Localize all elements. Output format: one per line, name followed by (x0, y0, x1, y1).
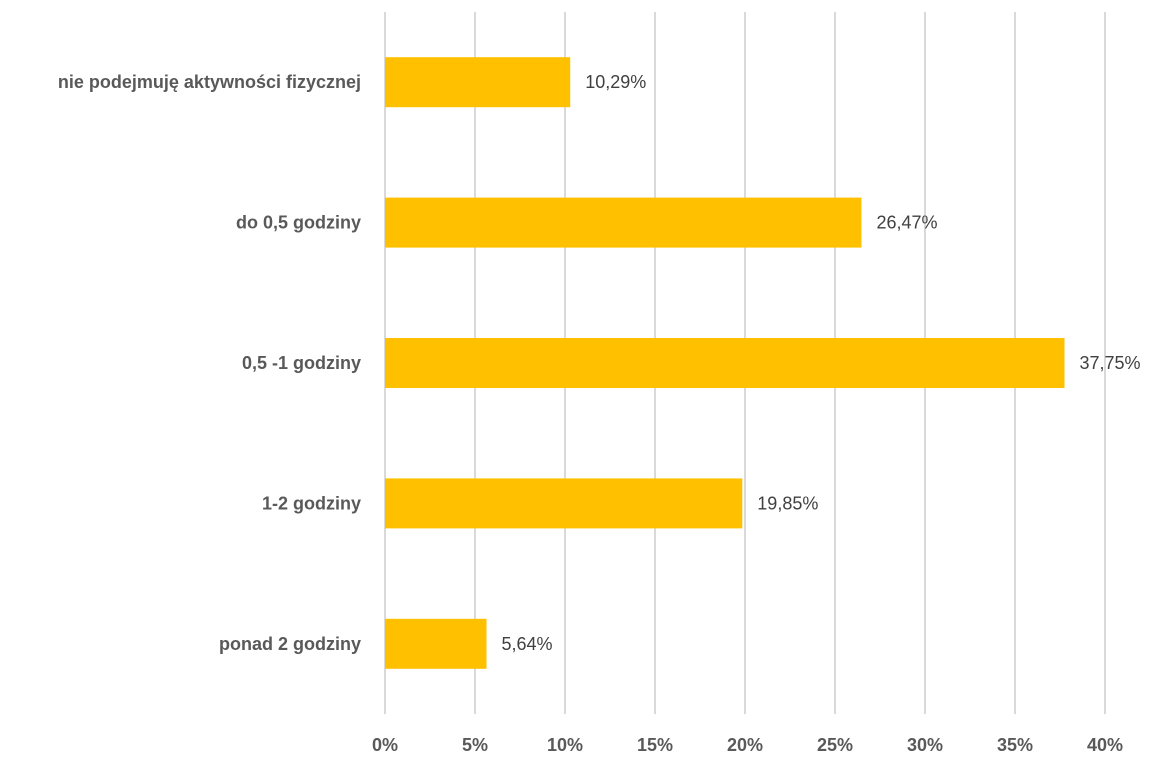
data-label: 5,64% (502, 634, 553, 654)
bar (385, 57, 571, 108)
data-label: 37,75% (1080, 353, 1141, 373)
x-tick-label: 40% (1087, 735, 1123, 755)
x-tick-label: 30% (907, 735, 943, 755)
x-tick-label: 10% (547, 735, 583, 755)
x-tick-label: 0% (372, 735, 398, 755)
bar (385, 338, 1065, 388)
x-tick-label: 35% (997, 735, 1033, 755)
x-tick-label: 25% (817, 735, 853, 755)
x-tick-label: 5% (462, 735, 488, 755)
bar (385, 478, 743, 529)
data-label: 10,29% (585, 72, 646, 92)
x-tick-label: 20% (727, 735, 763, 755)
category-label: nie podejmuję aktywności fizycznej (58, 72, 361, 92)
bars (385, 57, 1065, 669)
bar (385, 197, 862, 248)
x-tick-label: 15% (637, 735, 673, 755)
bar (385, 618, 487, 669)
data-label: 26,47% (876, 213, 937, 233)
data-label: 19,85% (757, 493, 818, 513)
category-label: 0,5 -1 godziny (242, 353, 361, 373)
x-axis-tick-labels: 0% 5% 10% 15% 20% 25% 30% 35% 40% (372, 735, 1123, 755)
data-labels: 10,29% 26,47% 37,75% 19,85% 5,64% (502, 72, 1141, 654)
category-label: 1-2 godziny (262, 493, 361, 513)
category-label: ponad 2 godziny (219, 634, 361, 654)
category-labels: nie podejmuję aktywności fizycznej do 0,5… (58, 72, 361, 654)
category-label: do 0,5 godziny (236, 213, 361, 233)
